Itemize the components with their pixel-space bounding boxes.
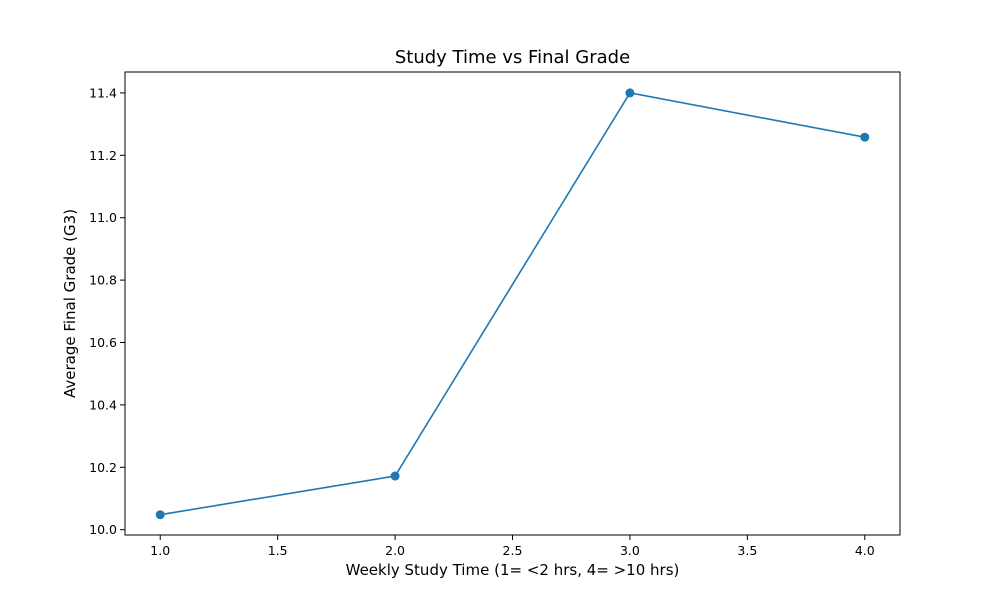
y-tick-label: 11.0 <box>89 210 117 225</box>
y-tick-label: 10.2 <box>89 460 117 475</box>
data-point <box>625 88 635 98</box>
series-line <box>159 92 866 516</box>
data-point <box>155 510 165 520</box>
y-tick-label: 10.6 <box>89 335 117 350</box>
data-point <box>860 132 870 142</box>
y-tick-label: 10.0 <box>89 522 117 537</box>
x-tick-label: 1.5 <box>268 543 288 558</box>
x-tick-label: 1.0 <box>150 543 170 558</box>
plot-area-frame <box>124 71 901 536</box>
series-layer <box>155 88 870 520</box>
x-axis-label: Weekly Study Time (1= <2 hrs, 4= >10 hrs… <box>346 561 680 579</box>
x-tick-label: 3.5 <box>737 543 757 558</box>
x-tick-label: 3.0 <box>620 543 640 558</box>
y-axis-label: Average Final Grade (G3) <box>61 209 79 398</box>
y-tick-label: 11.4 <box>89 85 117 100</box>
x-axis-ticks: 1.0 1.5 2.0 2.5 3.0 3.5 4.0 <box>150 535 875 558</box>
y-tick-label: 11.2 <box>89 148 117 163</box>
chart-title: Study Time vs Final Grade <box>395 47 630 68</box>
data-point <box>390 471 400 481</box>
x-tick-label: 4.0 <box>855 543 875 558</box>
y-axis-ticks: 10.0 10.2 10.4 10.6 10.8 11.0 11.2 11.4 <box>89 85 125 537</box>
y-tick-label: 10.8 <box>89 273 117 288</box>
x-tick-label: 2.0 <box>385 543 405 558</box>
y-tick-label: 10.4 <box>89 397 117 412</box>
x-tick-label: 2.5 <box>503 543 523 558</box>
